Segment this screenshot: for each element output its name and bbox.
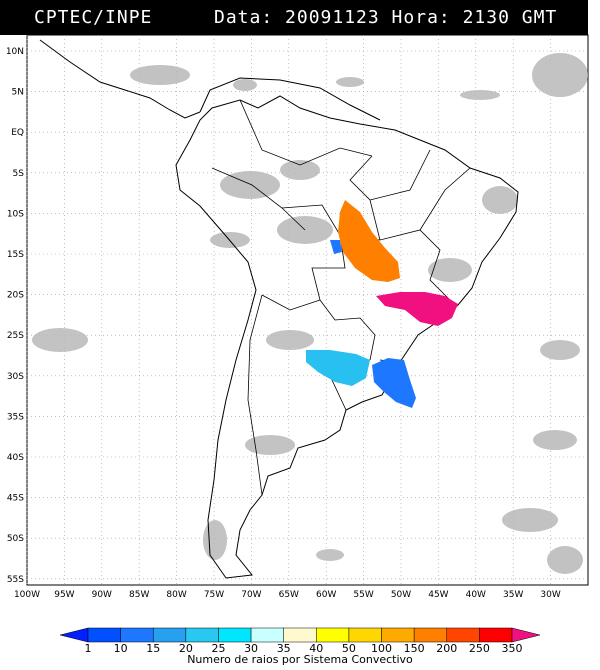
legend-swatch [511,627,541,643]
legend-value: 250 [469,642,490,655]
convective-system-magenta [376,292,458,326]
legend-value: 350 [502,642,523,655]
legend-value: 1 [85,642,92,655]
legend-value: 35 [277,642,291,655]
legend-value: 40 [309,642,323,655]
legend-colorbar [59,627,541,643]
legend-value: 100 [371,642,392,655]
lat-label: 30S [7,372,24,382]
lon-label: 45W [428,590,448,600]
lon-label: 90W [92,590,112,600]
central-america-coast [39,39,201,119]
lon-label: 65W [279,590,299,600]
lon-label: 55W [353,590,373,600]
legend-swatch [479,627,513,643]
legend-value: 15 [146,642,160,655]
map-header: CPTEC/INPE Data: 20091123 Hora: 2130 GMT [0,0,588,35]
lat-label: 10N [6,47,24,57]
caribbean-coast [199,77,381,121]
lon-label: 35W [503,590,523,600]
lon-label: 60W [316,590,336,600]
legend-swatch [218,627,252,643]
coastline [175,95,519,579]
lon-label: 70W [241,590,261,600]
lat-label: 45S [7,494,24,504]
lat-label: 35S [7,412,24,422]
legend-swatch [152,627,187,643]
lat-label: 55S [7,575,24,585]
lon-label: 95W [54,590,74,600]
lat-labels: 10N 5N EQ 5S 10S 15S 20S 25S 30S 35S 40S 45S 50S 55S [6,47,24,585]
legend-swatch [59,627,89,643]
lon-label: 50W [391,590,411,600]
lat-label: 25S [7,331,24,341]
legend-value: 150 [404,642,425,655]
lat-label: 5N [12,88,24,98]
legend-swatch [446,627,480,643]
convective-system-blue [330,240,416,408]
legend-swatch [413,627,448,643]
legend-swatch [348,627,382,643]
lon-label: 30W [540,590,560,600]
source-label: CPTEC/INPE [34,7,153,28]
lat-label: 15S [7,250,24,260]
legend-value: 50 [342,642,356,655]
legend-labels: 1 10 15 20 25 30 35 40 50 100 150 200 250 350 [85,642,523,655]
legend-value: 25 [211,642,225,655]
legend-swatch [283,627,317,643]
legend-value: 30 [244,642,258,655]
map-frame [26,34,589,586]
lon-labels: 100W 95W 90W 85W 80W 75W 70W 65W 60W 55W 50W 45W 40W… [14,590,561,600]
lat-label: 50S [7,534,24,544]
lat-label: 5S [13,169,25,179]
legend-value: 200 [436,642,457,655]
datetime-label: Data: 20091123 Hora: 2130 GMT [214,7,558,28]
legend-swatch [250,627,284,643]
lon-label: 80W [166,590,186,600]
lon-label: 100W [14,590,40,600]
lat-label: 40S [7,453,24,463]
legend-value: 20 [179,642,193,655]
legend-swatch [185,627,219,643]
legend-swatch [87,627,121,643]
lat-label: 10S [7,209,24,219]
lon-label: 75W [204,590,224,600]
convective-system-lightblue [306,350,370,386]
legend-title: Numero de raios por Sistema Convectivo [187,653,413,666]
legend-swatch [316,627,350,643]
convective-system-orange [338,200,400,282]
lon-label: 40W [466,590,486,600]
legend-value: 10 [114,642,128,655]
legend-swatch [120,627,154,643]
legend-swatch [381,627,415,643]
lon-label: 85W [129,590,149,600]
lat-label: EQ [11,128,24,138]
lat-label: 20S [7,291,24,301]
